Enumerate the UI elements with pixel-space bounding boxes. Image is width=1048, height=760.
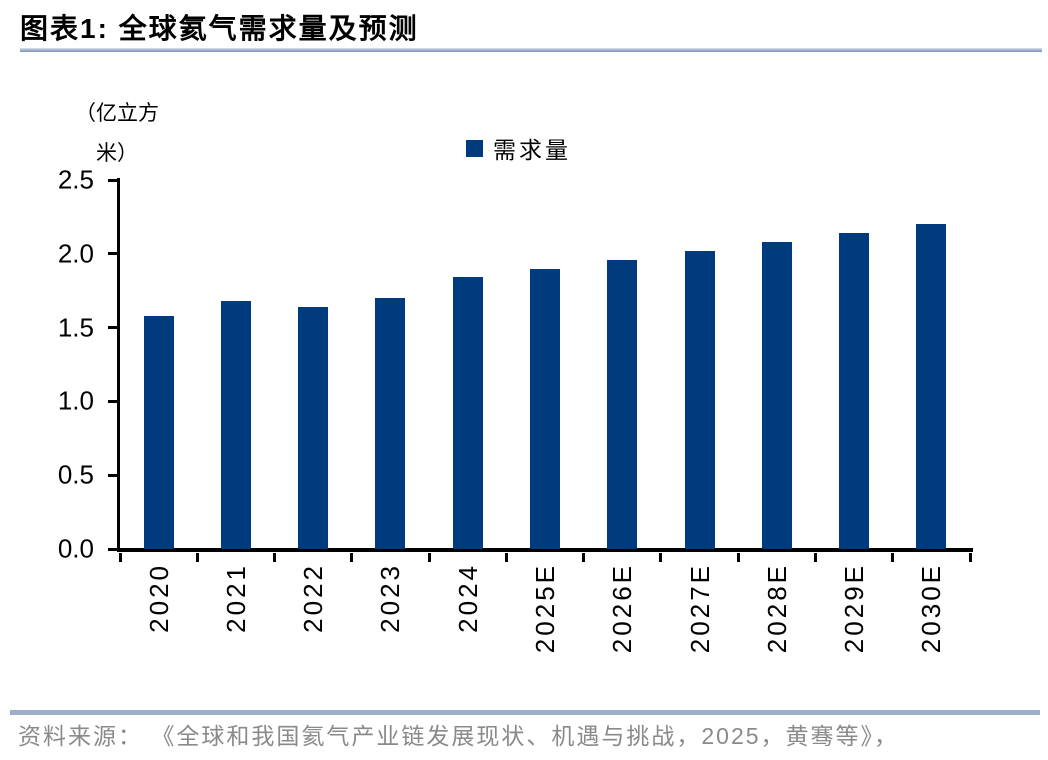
source-text: 资料来源： 《全球和我国氦气产业链发展现状、机遇与挑战，2025，黄骞等》， — [18, 723, 900, 749]
x-tick-mark — [427, 553, 431, 562]
x-axis-line — [117, 548, 973, 552]
bar — [298, 306, 329, 549]
x-tick-mark — [118, 553, 122, 562]
legend-swatch-icon — [466, 139, 483, 157]
x-axis-label: 2027E — [684, 563, 715, 654]
footer-separator — [10, 710, 1040, 715]
y-axis-tick-label: 2.0 — [57, 238, 94, 269]
x-axis-label: 2029E — [839, 563, 870, 654]
bar — [375, 298, 406, 549]
y-axis-unit-line2: 米） — [96, 142, 138, 165]
y-tick-mark — [108, 178, 117, 182]
y-axis-unit-label: （亿立方 米） — [50, 94, 184, 174]
x-axis-label: 2026E — [607, 563, 638, 654]
x-tick-mark — [350, 553, 354, 562]
y-tick-mark — [108, 399, 117, 403]
y-axis-tick-label: 1.5 — [57, 312, 94, 343]
y-tick-mark — [108, 252, 117, 256]
y-tick-mark — [108, 547, 117, 551]
x-tick-mark — [813, 553, 817, 562]
x-axis-label: 2022 — [298, 563, 329, 633]
x-axis-label: 2020 — [143, 563, 174, 633]
x-axis-label: 2024 — [452, 563, 483, 633]
x-axis-label: 2028E — [761, 563, 792, 654]
x-axis-label: 2030E — [916, 563, 947, 654]
x-tick-mark — [195, 553, 199, 562]
bar — [607, 259, 638, 549]
bar — [684, 250, 715, 549]
legend: 需求量 — [466, 131, 571, 165]
bar — [839, 233, 870, 549]
x-tick-mark — [891, 553, 895, 562]
title-underline — [20, 48, 1042, 52]
bar — [916, 224, 947, 549]
x-tick-mark — [736, 553, 740, 562]
bar — [143, 315, 174, 549]
x-tick-mark — [273, 553, 277, 562]
x-axis-label: 2021 — [220, 563, 251, 633]
y-axis-tick-label: 0.0 — [57, 533, 94, 564]
y-axis-unit-line1: （亿立方 — [75, 102, 159, 125]
y-axis-tick-label: 2.5 — [57, 164, 94, 195]
x-tick-mark — [582, 553, 586, 562]
x-axis-label: 2025E — [530, 563, 560, 654]
x-tick-mark — [659, 553, 663, 562]
legend-label: 需求量 — [493, 137, 571, 163]
y-axis-tick-label: 0.5 — [57, 459, 94, 490]
y-axis-line — [117, 178, 120, 552]
bar — [761, 241, 792, 549]
x-axis-label: 2023 — [375, 563, 406, 633]
y-tick-mark — [108, 326, 117, 330]
x-tick-mark — [968, 553, 972, 562]
chart-title: 图表1: 全球氦气需求量及预测 — [20, 13, 419, 44]
bar — [220, 301, 251, 549]
bar — [452, 277, 483, 549]
bar — [530, 268, 560, 549]
y-axis-tick-label: 1.0 — [57, 385, 94, 416]
y-tick-mark — [108, 473, 117, 477]
x-tick-mark — [504, 553, 508, 562]
